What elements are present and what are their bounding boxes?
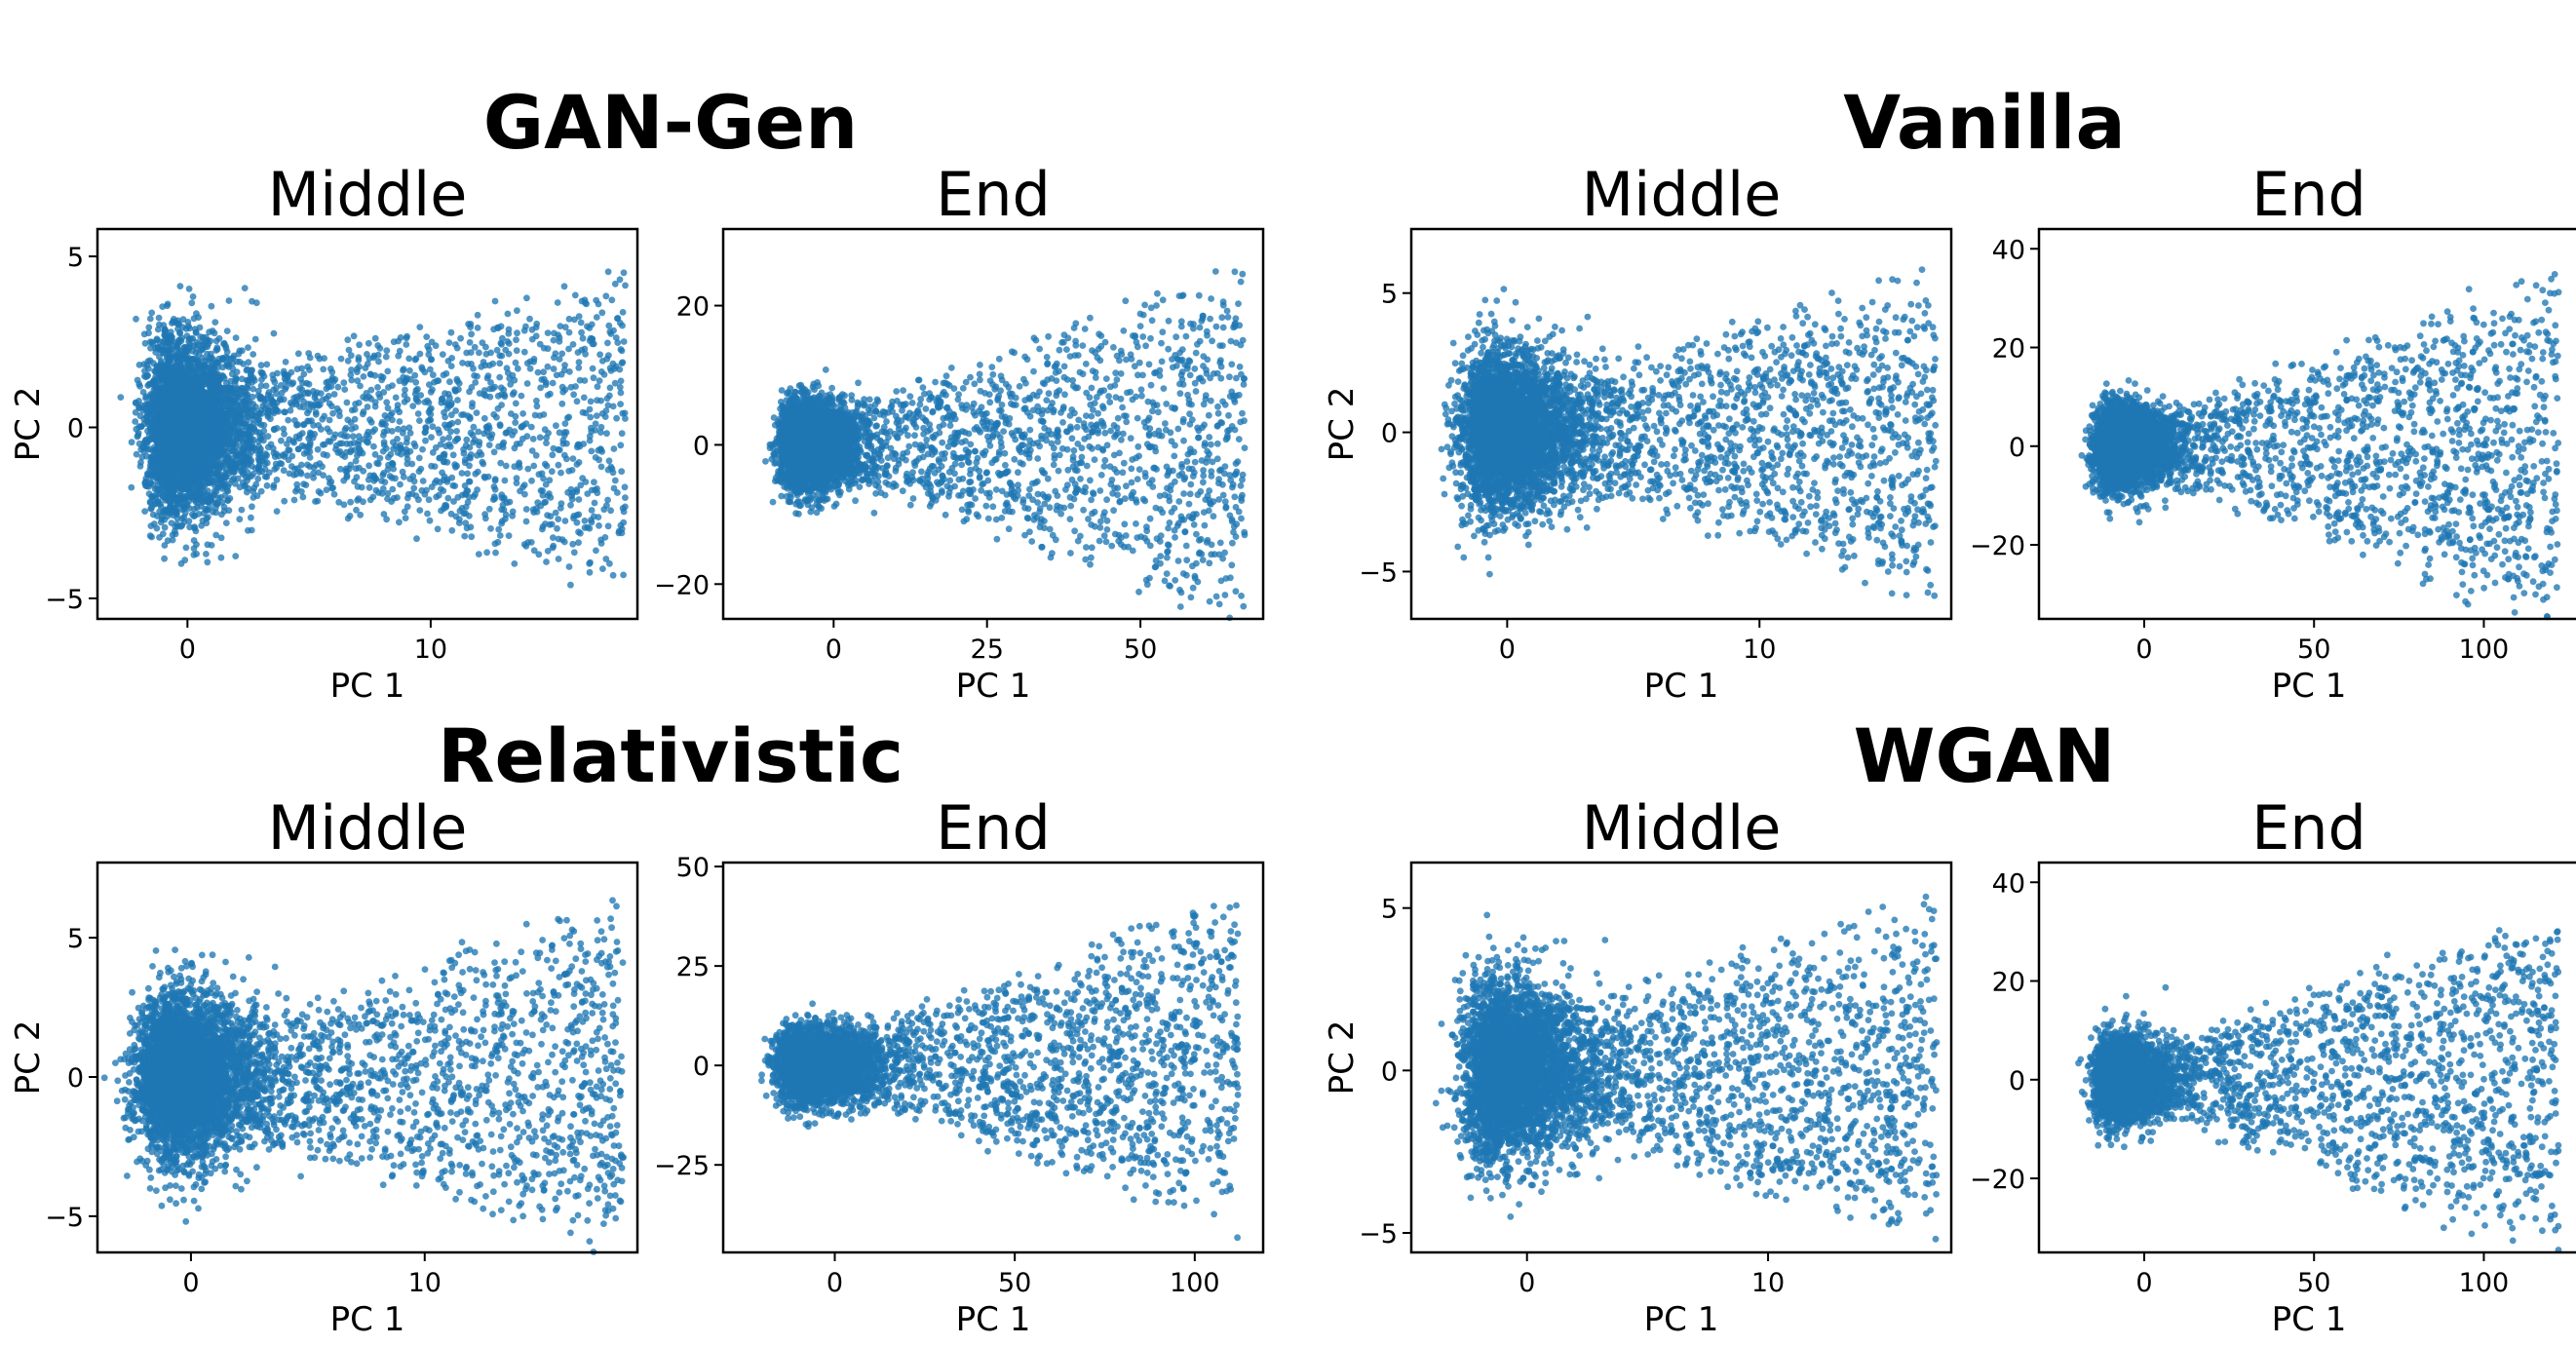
scatter-point [512,419,519,426]
scatter-point [475,429,481,436]
scatter-point [618,468,625,475]
scatter-point [298,462,305,469]
scatter-point [406,367,413,374]
scatter-point [366,484,373,491]
scatter-point [486,506,493,513]
scatter-point [331,391,338,398]
scatter-point [587,569,594,576]
group-title-gan-gen: GAN-Gen [483,79,858,166]
scatter-point [481,415,488,422]
scatter-point [575,365,582,371]
scatter-point [457,335,464,342]
scatter-point [467,339,474,346]
group-title-wgan: WGAN [1854,712,2116,799]
scatter-point [555,516,561,522]
scatter-point [147,316,154,323]
scatter-point [223,519,230,526]
pca-scatter-figure: GAN-Gen Vanilla Relativistic WGAN 0 10 −5 0 5 Mid… [0,0,2576,1340]
scatter-point [463,437,470,443]
group-title-relativistic: Relativistic [438,712,904,799]
scatter-point [454,419,461,426]
scatter-point [523,506,530,513]
scatter-point [526,316,533,323]
scatter-point [211,329,218,336]
scatter-point [566,563,573,570]
scatter-point [440,351,446,358]
figure-canvas: GAN-Gen Vanilla Relativistic WGAN 0 10−505Mid… [0,0,2576,1340]
scatter-point [383,347,390,354]
panel-gan-gen-middle: 0 10−505MiddlePC 1PC 2 [9,159,637,706]
scatter-point [570,391,577,398]
scatter-point [588,448,595,455]
scatter-point [258,362,265,368]
scatter-points-gan-gen-middle [117,268,628,588]
scatter-point [523,519,530,525]
group-title-vanilla: Vanilla [1843,79,2126,166]
scatter-point [351,332,358,339]
scatter-point [551,337,557,344]
scatter-point [472,379,479,386]
scatter-point [419,446,426,453]
